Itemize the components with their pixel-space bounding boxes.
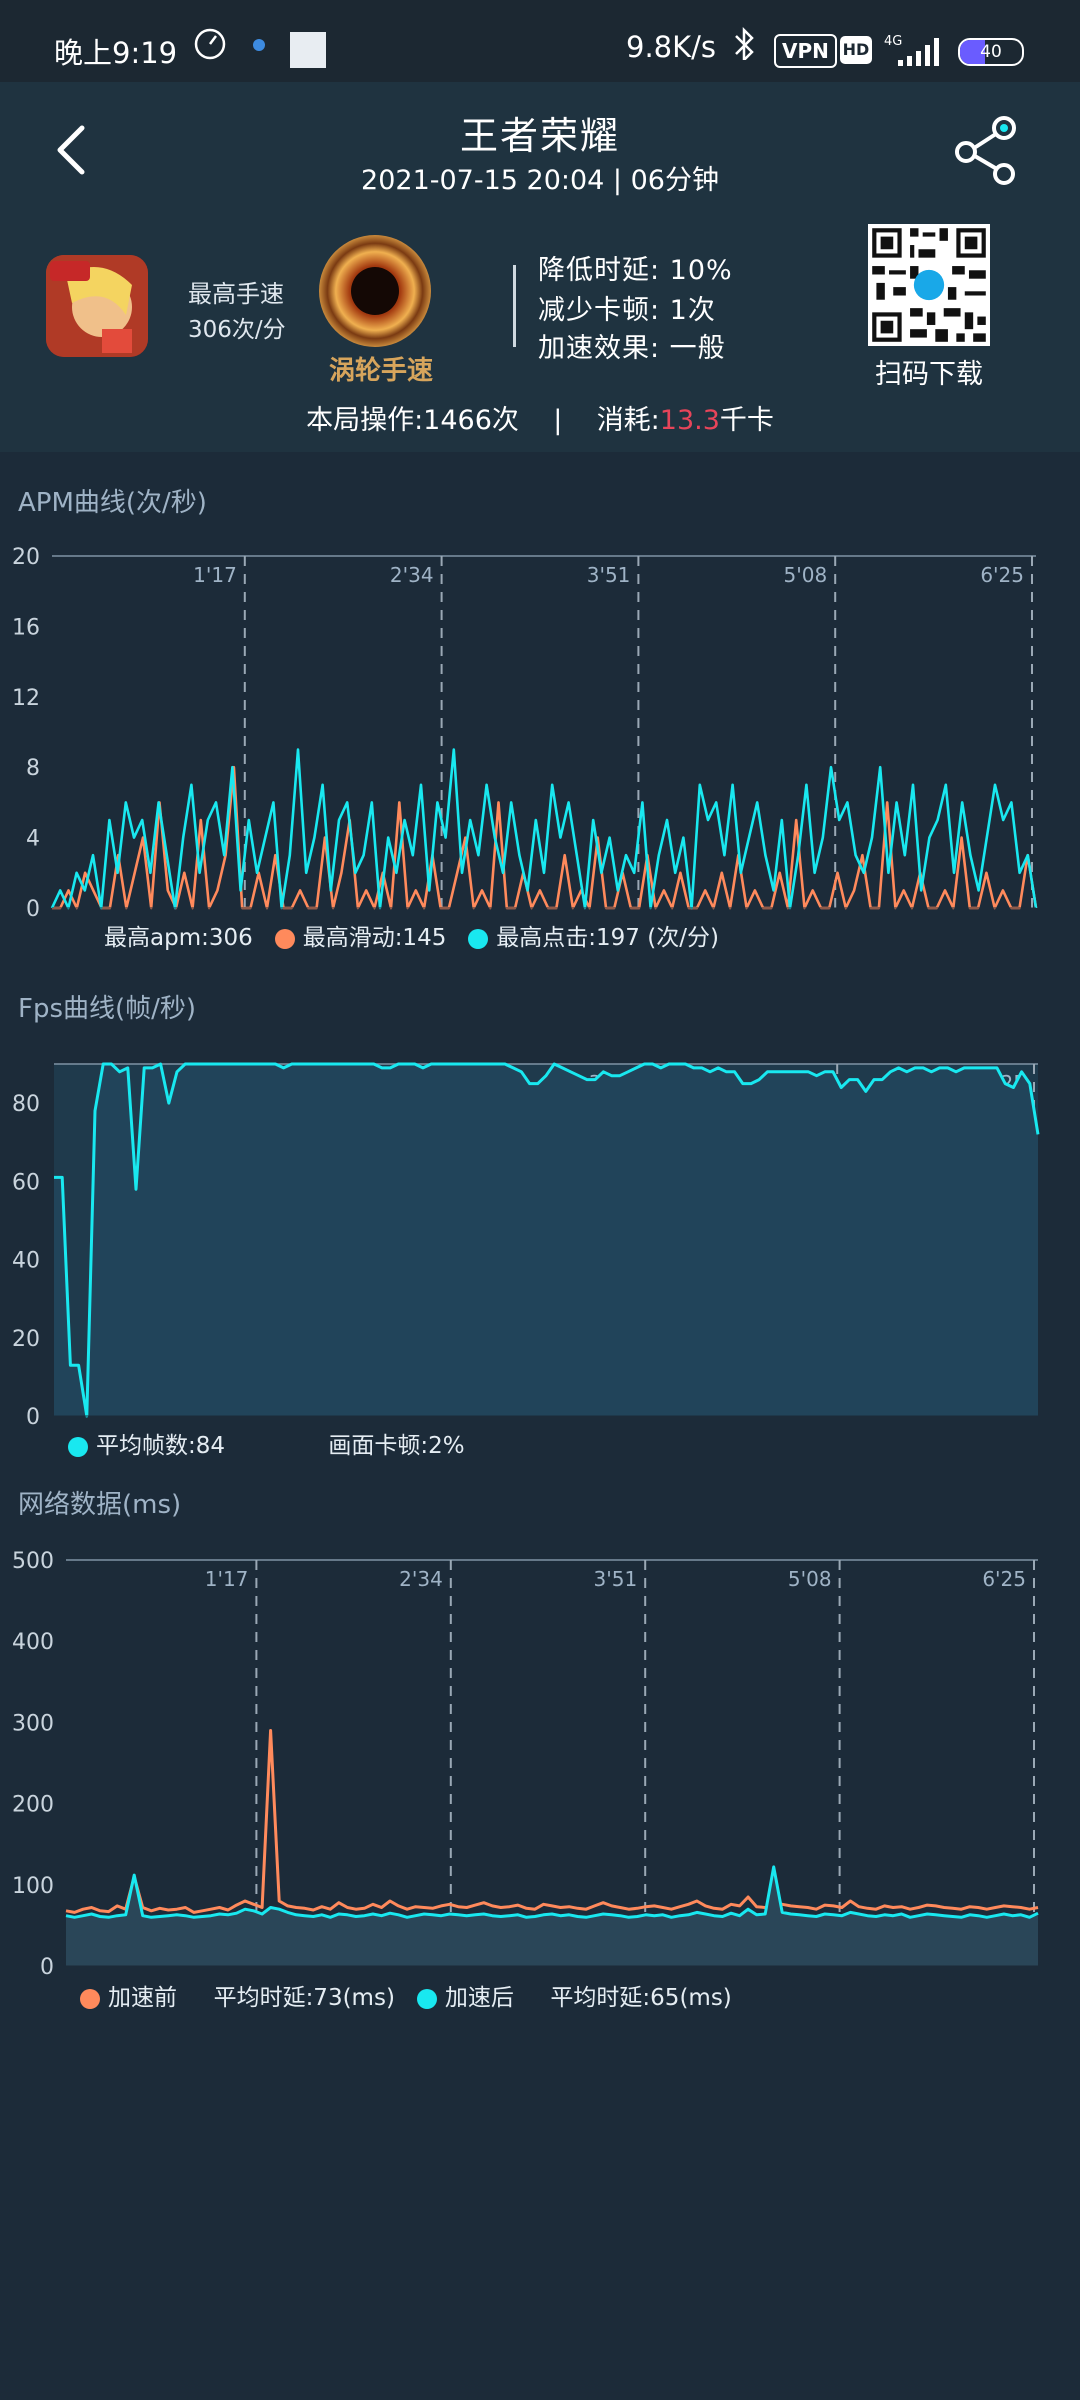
y-tick-label: 20 <box>12 545 40 570</box>
x-tick-label: 3'51 <box>587 563 631 587</box>
net-legend-before: 加速前 <box>108 1985 177 2011</box>
y-tick-label: 100 <box>12 1874 54 1899</box>
net-section-title: 网络数据(ms) <box>18 1490 182 1520</box>
series-line-1 <box>50 748 1038 910</box>
x-tick-label: 5'08 <box>784 563 828 587</box>
apm-legend-slide: 最高滑动:145 <box>302 925 447 951</box>
y-tick-label: 8 <box>26 756 40 781</box>
cell-signal-icon <box>898 38 939 66</box>
turbo-speed-badge-icon <box>319 235 431 347</box>
series-line-0 <box>65 1729 1039 1914</box>
apm-chart: 0 4 8 12 16 20 1'17 2'34 3'51 5'08 6'25 <box>12 545 1038 920</box>
fps-legend-dot <box>68 1436 88 1457</box>
stat-effect: 加速效果: 一般 <box>538 333 726 364</box>
y-tick-label: 400 <box>12 1630 54 1655</box>
x-tick-label: 6'25 <box>980 563 1024 587</box>
x-tick-label: 6'25 <box>982 1567 1026 1591</box>
x-tick-label: 5'08 <box>788 1567 832 1591</box>
net-legend-after: 加速后 <box>444 1985 514 2011</box>
slide-legend-dot <box>274 928 295 949</box>
max-speed-label: 最高手速 <box>188 280 284 308</box>
divider <box>513 265 516 347</box>
series-line-0 <box>54 1062 1040 1418</box>
fps-legend-avg: 平均帧数:84 <box>96 1433 226 1459</box>
net-legend-before-avg: 平均时延:73(ms) <box>213 1985 395 2011</box>
qr-code <box>868 224 990 346</box>
y-tick-label: 16 <box>12 615 40 640</box>
qr-download-label: 扫码下载 <box>875 359 983 390</box>
y-tick-label: 40 <box>12 1249 40 1274</box>
stat-latency: 降低时延: 10% <box>538 255 733 286</box>
fps-legend-stutter: 画面卡顿:2% <box>328 1433 465 1459</box>
battery-icon: 40 <box>958 38 1024 66</box>
game-icon <box>46 255 148 357</box>
y-tick-label: 20 <box>12 1327 40 1352</box>
series-area-0 <box>54 1064 1038 1416</box>
hd-badge: HD <box>840 36 872 64</box>
bluetooth-icon <box>735 26 754 60</box>
fps-section-title: Fps曲线(帧/秒) <box>18 994 197 1024</box>
series-line-0 <box>52 765 1038 910</box>
net-legend: 加速前 平均时延:73(ms) 加速后 平均时延:65(ms) <box>80 1978 732 2012</box>
operations-summary: 本局操作:1466次 | 消耗:13.3千卡 <box>0 398 1080 437</box>
fps-legend: 平均帧数:84 画面卡顿:2% <box>68 1426 465 1460</box>
share-icon[interactable] <box>954 116 1018 186</box>
calories-label: 消耗: <box>596 405 660 436</box>
battery-level: 40 <box>980 42 1002 62</box>
max-speed-value: 306次/分 <box>188 317 286 343</box>
tap-legend-dot <box>468 928 489 949</box>
x-tick-label: 3'51 <box>594 1567 638 1591</box>
signal-type: 4G <box>884 34 903 49</box>
x-tick-label: 2'34 <box>390 563 434 587</box>
y-tick-label: 300 <box>12 1711 54 1736</box>
notification-square-icon <box>290 32 326 68</box>
y-tick-label: 500 <box>12 1549 54 1574</box>
x-tick-label: 1'17 <box>193 563 237 587</box>
apm-section-title: APM曲线(次/秒) <box>18 488 207 518</box>
network-speed: 9.8K/s <box>626 30 717 64</box>
stat-stutter: 减少卡顿: 1次 <box>538 295 716 326</box>
turbo-speed-badge-label: 涡轮手速 <box>328 356 433 386</box>
y-tick-label: 0 <box>40 1955 54 1980</box>
calories-unit: 千卡 <box>719 405 774 436</box>
header <box>0 82 1080 222</box>
network-chart: 0 100 200 300 400 500 1'17 2'34 3'51 5'08 6'25 <box>12 1549 1039 1980</box>
fps-chart: 0204060801'172'343'515'086'25 <box>12 1062 1040 1430</box>
series-line-1 <box>65 1865 1039 1919</box>
y-tick-label: 200 <box>12 1793 54 1818</box>
y-tick-label: 12 <box>12 686 40 711</box>
status-bar: 晚上9:19 9.8K/s VPN HD 4G 40 <box>0 0 1080 82</box>
apm-legend-tap: 最高点击:197 (次/分) <box>496 925 719 951</box>
apm-legend: 最高apm:306 最高滑动:145 最高点击:197 (次/分) <box>104 918 719 952</box>
x-tick-label: 1'17 <box>205 1567 249 1591</box>
y-tick-label: 60 <box>12 1170 40 1195</box>
after-legend-dot <box>416 1988 437 2009</box>
y-tick-label: 80 <box>12 1092 40 1117</box>
page-title: 王者荣耀 <box>459 114 620 158</box>
clock: 晚上9:19 <box>54 36 178 70</box>
apm-legend-max: 最高apm:306 <box>104 925 253 951</box>
session-info: 2021-07-15 20:04 | 06分钟 <box>361 165 719 196</box>
x-tick-label: 2'34 <box>399 1567 443 1591</box>
timer-icon <box>194 28 226 60</box>
operations-separator: | <box>553 405 563 436</box>
series-area-1 <box>66 1866 1038 1966</box>
y-tick-label: 0 <box>26 1405 40 1430</box>
vpn-badge: VPN <box>774 34 837 68</box>
y-tick-label: 0 <box>26 897 40 920</box>
before-legend-dot <box>80 1988 100 2009</box>
y-tick-label: 4 <box>26 827 40 852</box>
operations-count: 本局操作:1466次 <box>306 405 519 436</box>
back-arrow-icon[interactable] <box>48 122 98 178</box>
net-legend-after-avg: 平均时延:65(ms) <box>550 1985 732 2011</box>
app-notification-icon <box>253 39 265 51</box>
calories-value: 13.3 <box>659 405 720 436</box>
